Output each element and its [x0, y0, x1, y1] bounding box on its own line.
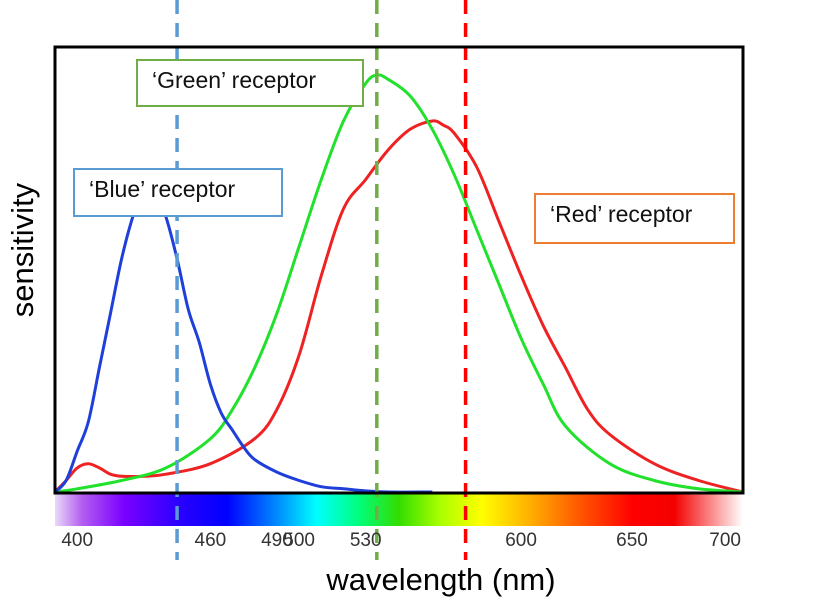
series-line-red: [53, 119, 744, 494]
y-axis-label: sensitivity: [5, 182, 40, 317]
legend-red-receptor: ‘Red’ receptor: [534, 193, 735, 244]
x-tick-label: 530: [350, 530, 382, 551]
series-line-blue: [53, 184, 433, 494]
x-tick-label: 700: [709, 530, 741, 551]
series-line-green: [54, 73, 744, 494]
plot-frame: [53, 45, 745, 495]
x-tick-label: 600: [505, 530, 537, 551]
x-tick-label: 650: [616, 530, 648, 551]
legend-blue-receptor: ‘Blue’ receptor: [73, 168, 283, 217]
x-tick-label: 460: [195, 530, 227, 551]
x-axis-label: wavelength (nm): [325, 562, 555, 597]
x-tick-label: 400: [61, 530, 93, 551]
x-tick-label: 500: [283, 530, 315, 551]
spectrum-bar: [55, 493, 743, 526]
legend-green-receptor: ‘Green’ receptor: [136, 59, 364, 107]
series-layer: [53, 73, 744, 494]
x-tick-label: 490: [261, 530, 293, 551]
